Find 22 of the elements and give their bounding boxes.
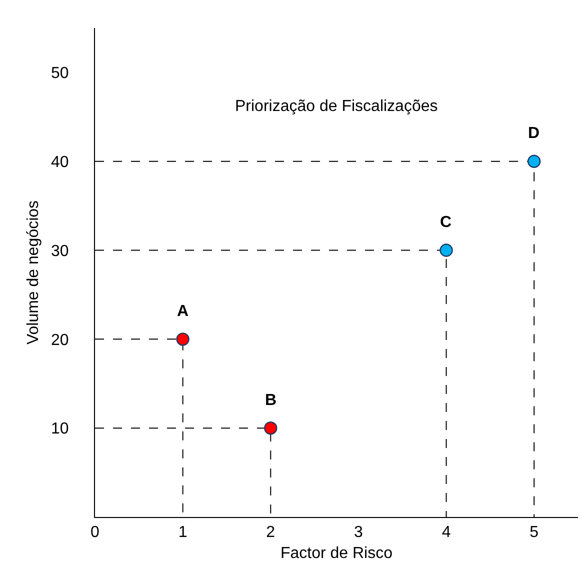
y-axis-title: Volume de negócios [24, 200, 42, 345]
y-tick-label: 10 [51, 420, 69, 438]
x-tick-label: 0 [90, 524, 100, 542]
x-tick-label: 3 [354, 524, 363, 542]
y-tick-label: 50 [51, 65, 69, 82]
x-tick-label: 5 [530, 524, 539, 542]
point [440, 244, 453, 257]
point [264, 421, 278, 435]
annotation: B [265, 392, 277, 409]
point [176, 332, 190, 346]
x-tick-label: 4 [442, 524, 451, 542]
y-tick-label: 20 [51, 332, 69, 349]
annotation: C [440, 214, 452, 231]
y-tick-label: 40 [51, 154, 69, 171]
x-tick-label: 1 [178, 524, 188, 542]
annotation: D [528, 125, 540, 142]
x-tick-label: 2 [266, 524, 276, 542]
point [527, 154, 541, 168]
text: Priorização de Fiscalizações [235, 98, 438, 115]
x-axis-title: Factor de Risco [280, 544, 393, 562]
y-tick-label: 30 [51, 242, 69, 260]
annotation: A [177, 303, 189, 320]
